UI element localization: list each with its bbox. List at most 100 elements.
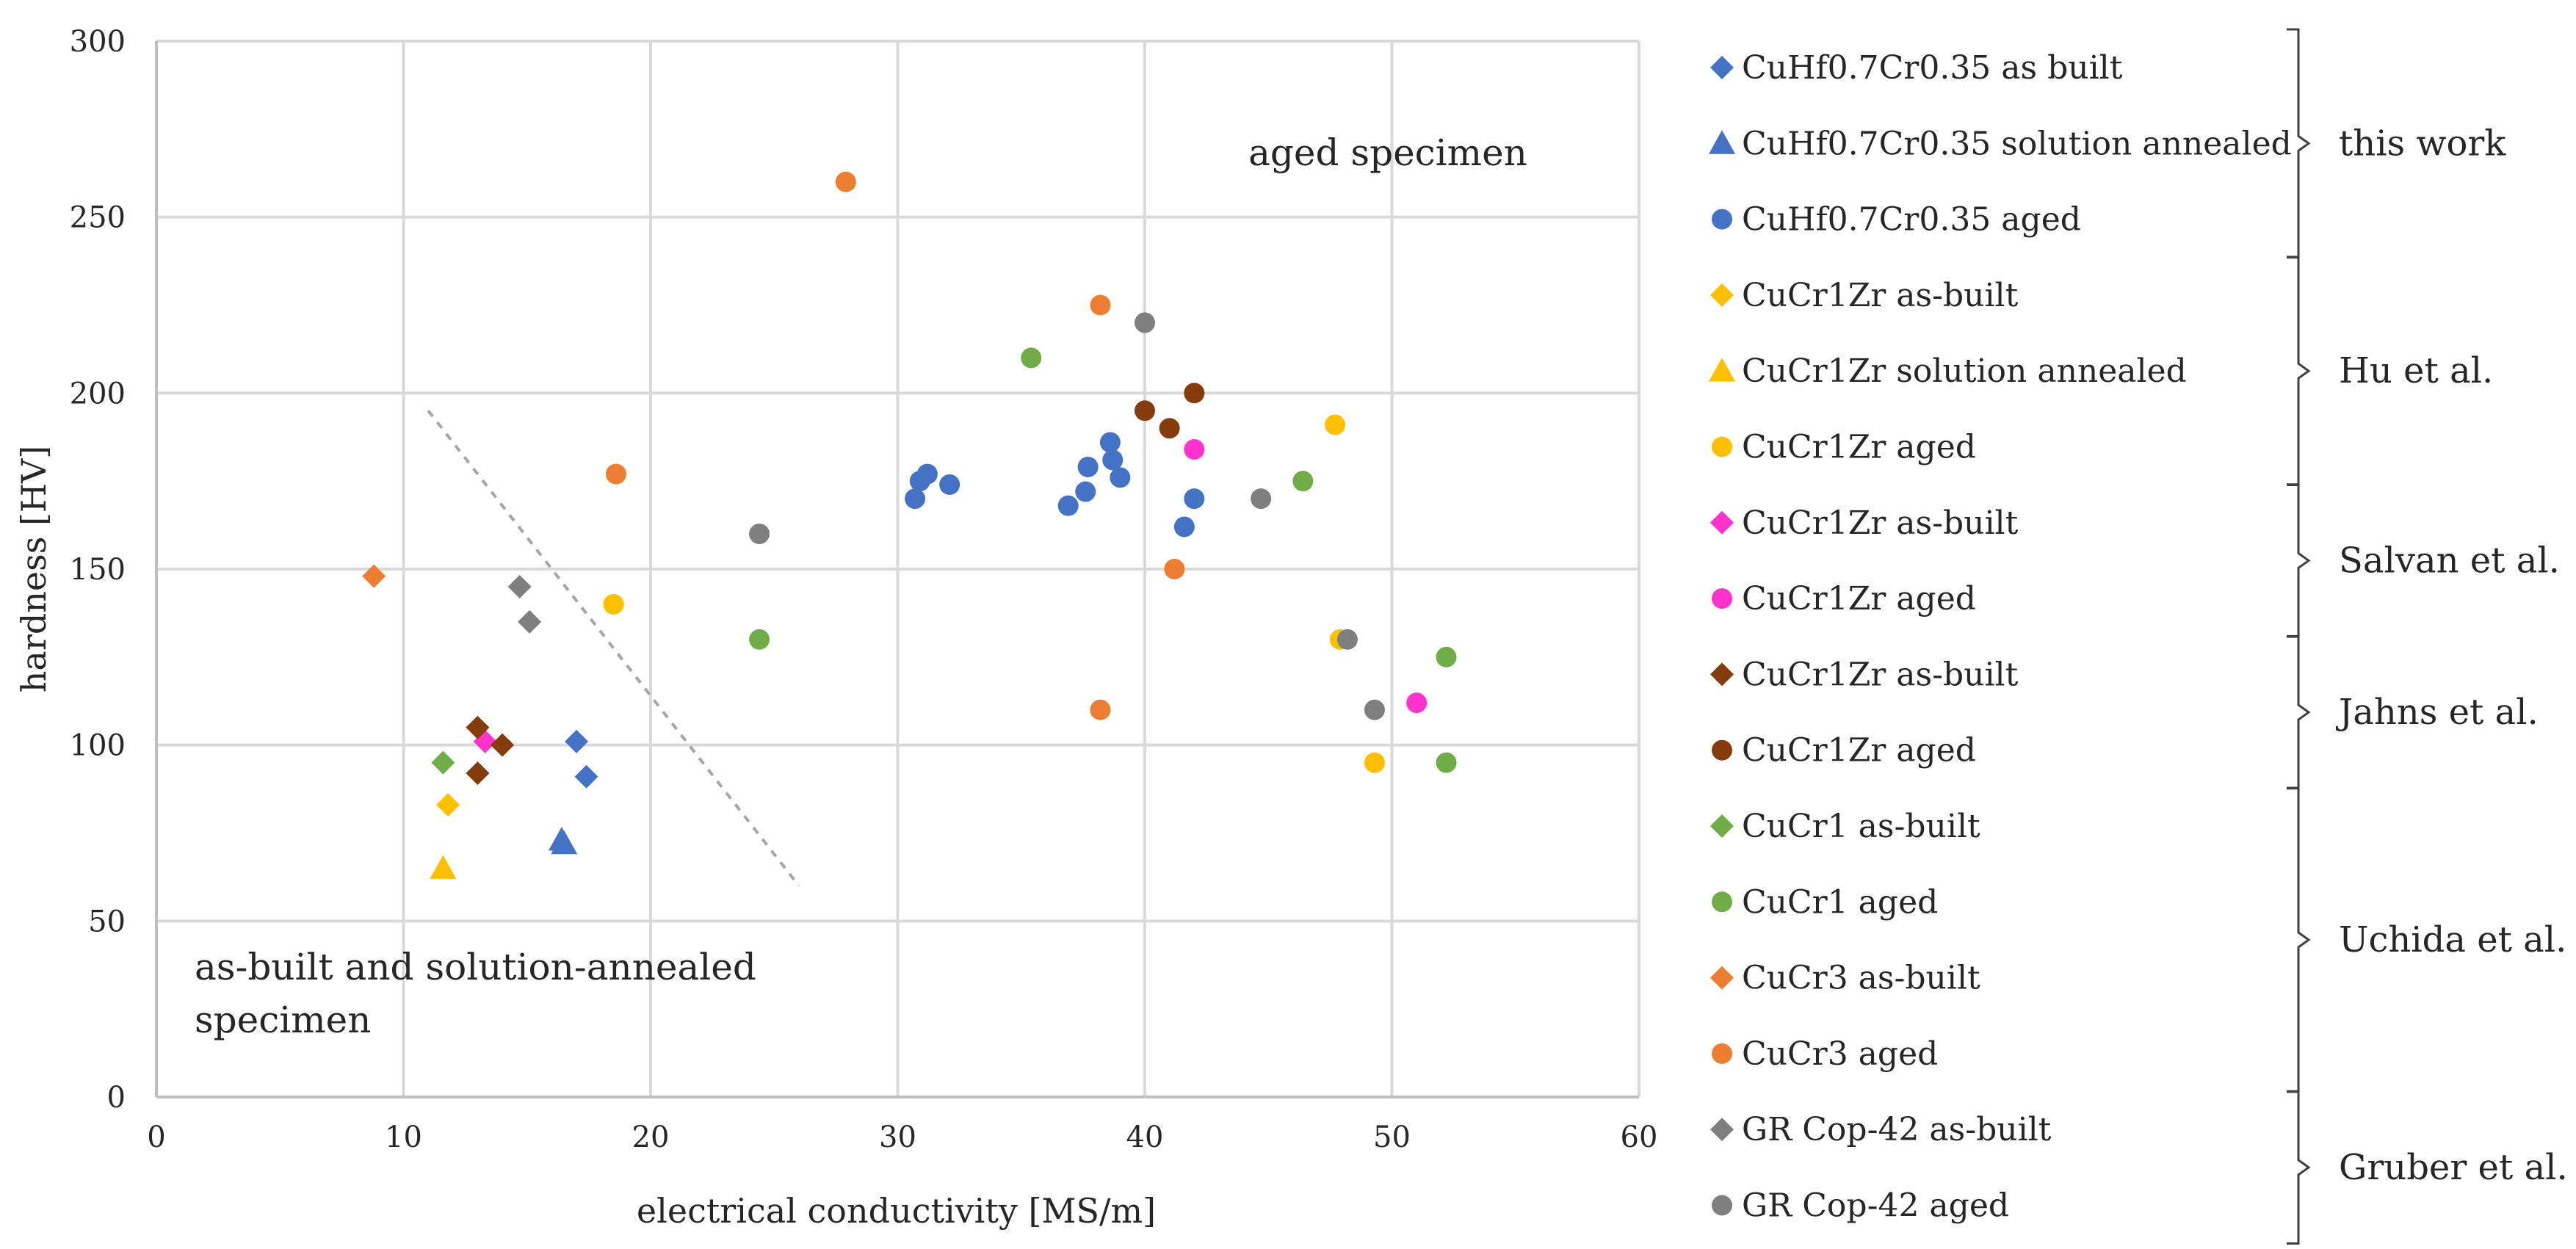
- legend-marker: [1712, 891, 1732, 913]
- data-point: [905, 488, 926, 510]
- separator-dashed-line: [427, 410, 800, 887]
- legend-marker: [1712, 1195, 1732, 1216]
- data-point: [362, 564, 386, 588]
- legend-entry-label: CuCr1Zr as-built: [1742, 277, 2019, 314]
- legend-group-label: Hu et al.: [2339, 350, 2493, 391]
- data-point: [1102, 449, 1124, 471]
- y-tick-label: 250: [70, 201, 126, 235]
- data-points-layer: [362, 171, 1457, 879]
- legend-entry-label: CuCr1 aged: [1742, 883, 1938, 921]
- data-point: [1336, 629, 1358, 650]
- data-point: [491, 733, 515, 757]
- aged-specimen-annotation: aged specimen: [1248, 131, 1527, 174]
- data-point: [1135, 400, 1155, 421]
- y-tick-label: 50: [88, 905, 126, 938]
- x-tick-label: 40: [1126, 1121, 1164, 1154]
- data-point: [551, 830, 578, 855]
- legend-marker: [1712, 1043, 1732, 1064]
- data-point: [430, 855, 457, 879]
- data-point: [939, 474, 960, 495]
- data-point: [1436, 646, 1457, 667]
- axis-layer: 0 10 20 30 40 50 60 0 50 100 150 200 250 300 electrica…: [14, 25, 1657, 1231]
- grid-layer: [156, 40, 1640, 1097]
- data-point: [466, 761, 490, 786]
- legend-group-label: Uchida et al.: [2339, 919, 2566, 960]
- legend-marker: [1710, 662, 1734, 687]
- legend-entry-label: CuCr1Zr aged: [1742, 429, 1976, 466]
- data-point: [1436, 752, 1457, 773]
- legend-group-bracket: [2287, 634, 2311, 790]
- x-axis-title: electrical conductivity [MS/m]: [637, 1191, 1156, 1231]
- data-point: [835, 171, 856, 192]
- x-tick-label: 20: [632, 1121, 670, 1154]
- legend-group-label: this work: [2339, 123, 2506, 164]
- x-tick-label: 30: [879, 1121, 916, 1154]
- data-point: [436, 793, 460, 817]
- legend: CuHf0.7Cr0.35 as built CuHf0.7Cr0.35 solu…: [1709, 28, 2568, 1245]
- data-point: [1292, 471, 1314, 492]
- data-point: [603, 593, 624, 615]
- data-point: [1057, 495, 1079, 516]
- y-tick-label: 300: [70, 25, 126, 59]
- data-point: [1110, 467, 1131, 488]
- data-point: [1159, 418, 1180, 439]
- legend-entry-label: CuCr1Zr as-built: [1742, 656, 2019, 693]
- as-built-annotation-line2: specimen: [195, 999, 371, 1041]
- data-point: [1090, 699, 1111, 720]
- legend-entry-label: CuHf0.7Cr0.35 as built: [1742, 49, 2123, 87]
- legend-entry-label: CuCr1 as-built: [1742, 808, 1980, 845]
- data-point: [916, 463, 938, 485]
- x-tick-label: 60: [1621, 1121, 1658, 1154]
- y-tick-label: 200: [70, 377, 126, 410]
- data-point: [1184, 439, 1205, 460]
- y-tick-label: 0: [107, 1081, 126, 1115]
- legend-group-bracket: [2287, 483, 2311, 638]
- legend-marker: [1710, 1118, 1734, 1142]
- data-point: [1135, 312, 1155, 333]
- data-point: [574, 764, 598, 789]
- legend-entry-label: CuHf0.7Cr0.35 aged: [1742, 201, 2081, 239]
- data-point: [1325, 414, 1346, 435]
- data-point: [1164, 559, 1185, 579]
- legend-group-bracket: [2287, 1090, 2311, 1245]
- data-point: [1364, 752, 1385, 773]
- x-tick-label: 0: [147, 1121, 165, 1154]
- legend-marker: [1712, 588, 1732, 609]
- legend-group-bracket: [2287, 256, 2311, 486]
- legend-marker: [1712, 739, 1732, 761]
- legend-entry-label: CuHf0.7Cr0.35 solution annealed: [1742, 125, 2292, 162]
- y-axis-title: hardness [HV]: [14, 446, 54, 692]
- data-point: [1099, 432, 1121, 453]
- legend-marker: [1710, 510, 1734, 535]
- legend-entry-label: GR Cop-42 as-built: [1742, 1111, 2052, 1148]
- legend-marker: [1712, 209, 1732, 230]
- legend-marker: [1710, 966, 1734, 990]
- data-point: [1077, 456, 1099, 477]
- data-point: [431, 750, 455, 775]
- legend-marker: [1710, 283, 1734, 307]
- data-point: [518, 609, 542, 634]
- legend-marker: [1709, 358, 1735, 382]
- x-tick-label: 10: [385, 1121, 422, 1154]
- data-point: [749, 629, 770, 650]
- x-tick-label: 50: [1373, 1121, 1411, 1154]
- legend-group-bracket: [2287, 786, 2311, 1093]
- data-point: [1090, 294, 1111, 316]
- data-point: [466, 715, 490, 739]
- data-point: [1021, 347, 1042, 369]
- legend-marker: [1712, 436, 1732, 457]
- data-point: [605, 463, 626, 485]
- legend-group-label: Salvan et al.: [2339, 540, 2560, 581]
- y-tick-label: 100: [70, 729, 126, 763]
- legend-entry-label: CuCr3 as-built: [1742, 960, 1980, 997]
- legend-group-label: Jahns et al.: [2335, 692, 2539, 733]
- data-point: [1406, 692, 1428, 714]
- legend-entry-label: CuCr1Zr as-built: [1742, 504, 2019, 542]
- data-point: [749, 524, 770, 545]
- data-point: [565, 729, 589, 753]
- data-point: [1184, 383, 1205, 404]
- data-point: [1173, 516, 1195, 537]
- data-point: [1364, 699, 1385, 720]
